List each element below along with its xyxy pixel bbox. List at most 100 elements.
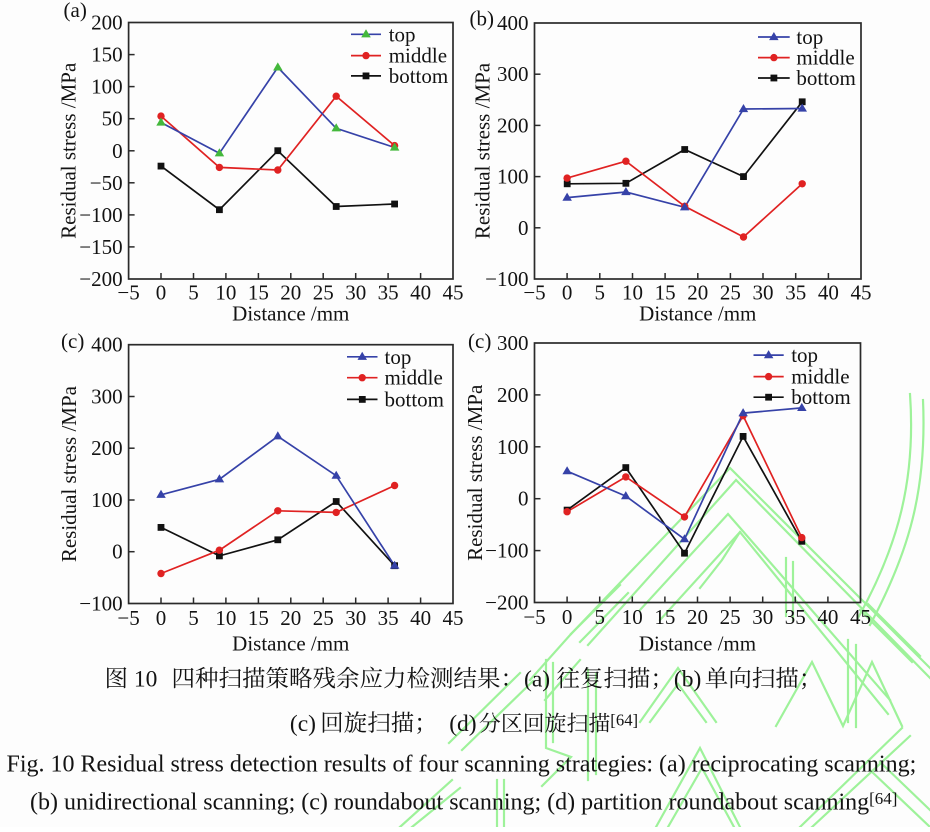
svg-text:15: 15 [248, 606, 269, 630]
svg-text:150: 150 [91, 43, 123, 67]
svg-text:5: 5 [188, 606, 199, 630]
svg-text:top: top [791, 343, 818, 367]
svg-text:Distance /mm: Distance /mm [639, 632, 756, 656]
svg-text:35: 35 [378, 606, 399, 630]
svg-text:Residual stress /MPa: Residual stress /MPa [57, 385, 81, 562]
svg-text:middle: middle [389, 44, 447, 68]
svg-text:−5: −5 [523, 281, 545, 305]
svg-text:5: 5 [595, 281, 606, 305]
svg-text:0: 0 [112, 139, 123, 163]
svg-text:40: 40 [410, 281, 431, 305]
svg-text:25: 25 [720, 281, 741, 305]
svg-text:0: 0 [562, 281, 573, 305]
svg-text:−50: −50 [90, 171, 123, 195]
svg-text:(b) unidirectional scanning; (: (b) unidirectional scanning; (c) roundab… [30, 790, 869, 816]
svg-text:30: 30 [752, 605, 773, 629]
svg-text:10: 10 [622, 605, 643, 629]
svg-text:(c): (c) [468, 329, 491, 353]
svg-text:30: 30 [345, 281, 366, 305]
svg-text:200: 200 [497, 113, 529, 137]
svg-text:45: 45 [850, 605, 871, 629]
svg-text:[64]: [64] [869, 789, 897, 808]
svg-text:100: 100 [91, 488, 123, 512]
svg-text:100: 100 [91, 75, 123, 99]
svg-text:300: 300 [91, 385, 123, 409]
svg-text:(d): (d) [449, 711, 476, 737]
svg-text:0: 0 [156, 606, 167, 630]
svg-text:20: 20 [280, 281, 301, 305]
svg-text:(c): (c) [290, 711, 316, 737]
svg-text:[64]: [64] [610, 711, 638, 730]
svg-text:Fig. 10 Residual stress detect: Fig. 10 Residual stress detection result… [7, 752, 917, 778]
svg-text:top: top [796, 25, 823, 49]
svg-text:Distance /mm: Distance /mm [232, 632, 349, 656]
svg-text:45: 45 [443, 281, 464, 305]
svg-text:400: 400 [497, 11, 529, 35]
svg-text:middle: middle [791, 365, 849, 389]
svg-text:0: 0 [518, 487, 529, 511]
svg-text:−150: −150 [79, 235, 122, 259]
svg-text:30: 30 [345, 606, 366, 630]
svg-text:−200: −200 [485, 591, 528, 615]
svg-text:Residual stress /MPa: Residual stress /MPa [471, 62, 495, 239]
svg-text:10: 10 [134, 667, 158, 693]
svg-text:0: 0 [518, 216, 529, 240]
svg-text:30: 30 [753, 281, 774, 305]
svg-text:300: 300 [497, 62, 529, 86]
svg-text:35: 35 [785, 605, 806, 629]
svg-text:0: 0 [562, 605, 573, 629]
svg-text:50: 50 [102, 107, 123, 131]
svg-text:15: 15 [654, 605, 675, 629]
svg-text:10: 10 [215, 606, 236, 630]
svg-text:200: 200 [91, 436, 123, 460]
svg-text:−100: −100 [79, 203, 122, 227]
svg-text:−200: −200 [79, 267, 122, 291]
svg-text:bottom: bottom [389, 64, 449, 88]
svg-text:20: 20 [280, 606, 301, 630]
svg-text:(b): (b) [470, 7, 495, 31]
svg-text:(a): (a) [64, 0, 87, 22]
svg-text:400: 400 [91, 333, 123, 357]
svg-text:20: 20 [687, 605, 708, 629]
svg-text:5: 5 [594, 605, 605, 629]
svg-text:300: 300 [497, 331, 529, 355]
svg-text:bottom: bottom [385, 387, 445, 411]
svg-text:Distance /mm: Distance /mm [639, 302, 756, 326]
svg-text:−100: −100 [485, 267, 528, 291]
svg-text:0: 0 [156, 281, 167, 305]
svg-text:40: 40 [817, 605, 838, 629]
svg-text:middle: middle [796, 46, 854, 70]
svg-text:−100: −100 [485, 539, 528, 563]
svg-text:15: 15 [248, 281, 269, 305]
svg-text:200: 200 [91, 11, 123, 35]
svg-text:−5: −5 [117, 281, 139, 305]
svg-text:40: 40 [818, 281, 839, 305]
svg-text:200: 200 [497, 383, 529, 407]
svg-text:Residual stress /MPa: Residual stress /MPa [56, 62, 80, 239]
svg-text:5: 5 [188, 281, 199, 305]
svg-text:top: top [389, 22, 416, 46]
svg-text:(c): (c) [61, 329, 84, 353]
svg-text:(a): (a) [524, 667, 550, 693]
svg-text:−5: −5 [523, 605, 545, 629]
svg-text:35: 35 [785, 281, 806, 305]
svg-text:15: 15 [655, 281, 676, 305]
svg-text:100: 100 [497, 435, 529, 459]
svg-text:0: 0 [112, 540, 123, 564]
svg-text:−100: −100 [79, 592, 122, 616]
svg-text:bottom: bottom [791, 385, 851, 409]
svg-text:25: 25 [720, 605, 741, 629]
svg-text:35: 35 [378, 281, 399, 305]
svg-text:−5: −5 [117, 606, 139, 630]
svg-text:10: 10 [215, 281, 236, 305]
svg-text:20: 20 [687, 281, 708, 305]
svg-text:25: 25 [313, 606, 334, 630]
svg-text:top: top [385, 345, 412, 369]
svg-text:Distance /mm: Distance /mm [232, 302, 349, 326]
svg-text:45: 45 [443, 606, 464, 630]
svg-text:40: 40 [410, 606, 431, 630]
svg-text:100: 100 [497, 165, 529, 189]
svg-text:(b): (b) [674, 667, 701, 693]
svg-text:45: 45 [851, 281, 872, 305]
svg-text:Residual stress /MPa: Residual stress /MPa [463, 384, 487, 561]
